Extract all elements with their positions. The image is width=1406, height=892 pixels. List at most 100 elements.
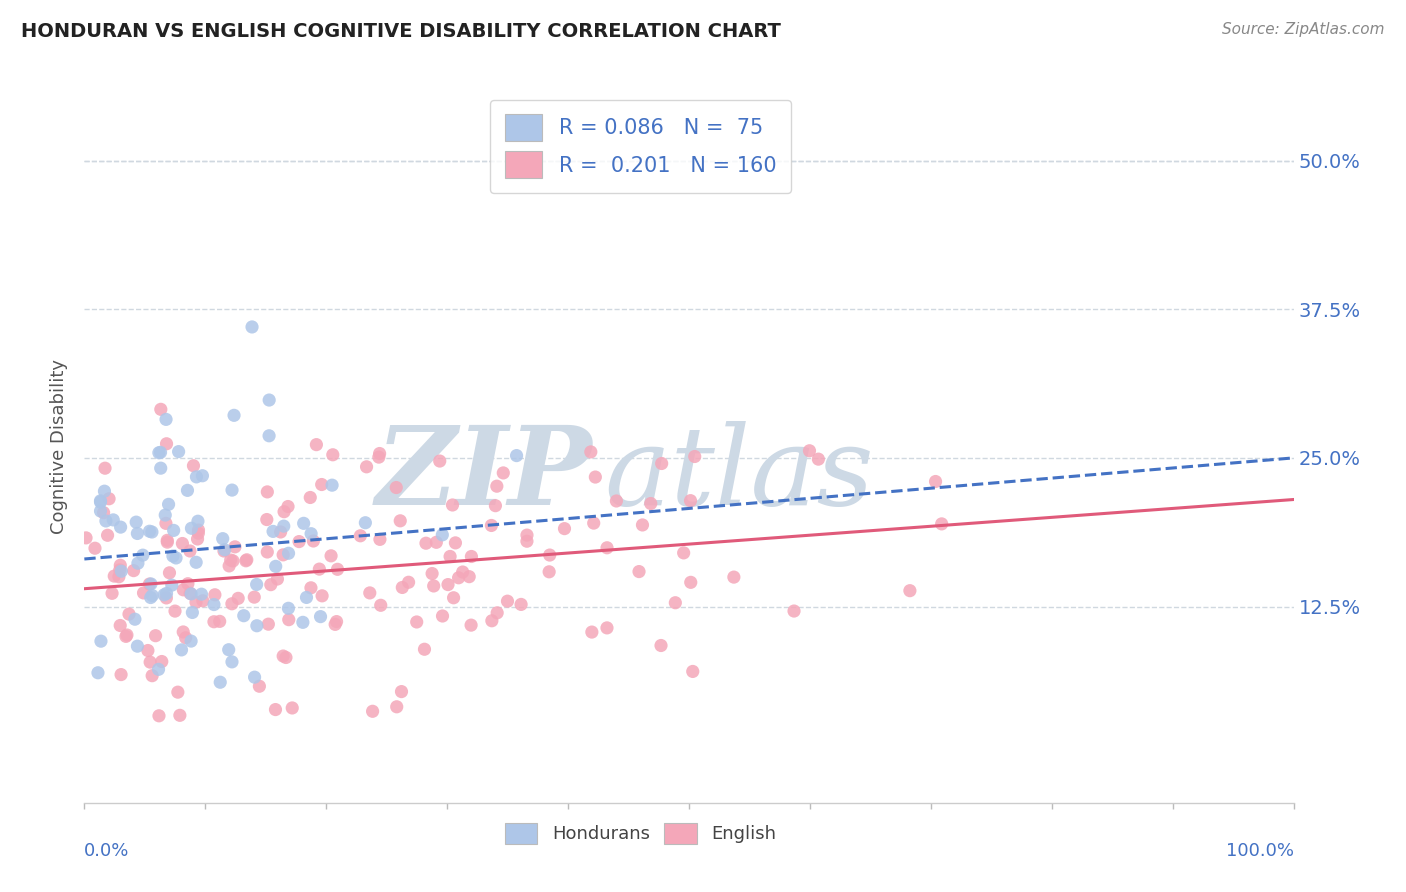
Point xyxy=(176,483,198,498)
Point xyxy=(204,588,226,602)
Point xyxy=(115,629,138,643)
Point xyxy=(153,588,176,602)
Point xyxy=(93,506,115,520)
Point xyxy=(271,548,294,562)
Text: 0.0%: 0.0% xyxy=(84,842,129,860)
Point xyxy=(413,642,436,657)
Point xyxy=(273,505,295,519)
Point xyxy=(186,470,208,484)
Point xyxy=(631,518,654,533)
Point xyxy=(553,522,575,536)
Point xyxy=(322,448,344,462)
Point xyxy=(172,536,194,550)
Point xyxy=(166,685,188,699)
Point xyxy=(149,402,172,417)
Point xyxy=(264,702,287,716)
Text: Source: ZipAtlas.com: Source: ZipAtlas.com xyxy=(1222,22,1385,37)
Point xyxy=(212,544,235,558)
Point xyxy=(277,546,299,560)
Point xyxy=(458,569,481,583)
Point xyxy=(149,461,172,475)
Point xyxy=(368,446,391,460)
Point xyxy=(75,531,97,545)
Point xyxy=(159,566,181,580)
Point xyxy=(139,577,162,591)
Point xyxy=(299,526,322,541)
Point xyxy=(110,520,132,534)
Point xyxy=(582,516,605,530)
Point xyxy=(155,412,177,426)
Point xyxy=(174,631,197,645)
Point xyxy=(162,549,184,563)
Point xyxy=(439,549,461,564)
Point xyxy=(232,608,254,623)
Point xyxy=(538,565,561,579)
Point xyxy=(246,577,269,591)
Point xyxy=(89,504,111,518)
Point xyxy=(221,597,243,611)
Point xyxy=(157,497,180,511)
Point xyxy=(170,643,193,657)
Point xyxy=(221,655,243,669)
Point xyxy=(181,606,204,620)
Point xyxy=(145,629,167,643)
Point xyxy=(516,528,538,542)
Point xyxy=(226,591,249,606)
Point xyxy=(391,684,413,698)
Point xyxy=(90,634,112,648)
Point xyxy=(89,494,111,508)
Point xyxy=(596,541,619,555)
Point xyxy=(122,564,145,578)
Point xyxy=(103,513,125,527)
Point xyxy=(277,613,299,627)
Point xyxy=(139,655,162,669)
Point xyxy=(441,498,464,512)
Point xyxy=(187,526,209,541)
Point xyxy=(94,514,117,528)
Point xyxy=(349,529,371,543)
Point xyxy=(292,516,315,531)
Point xyxy=(415,536,437,550)
Point xyxy=(516,534,538,549)
Point xyxy=(257,617,280,632)
Point xyxy=(155,436,177,450)
Point xyxy=(180,521,202,535)
Point xyxy=(484,499,506,513)
Point xyxy=(370,599,392,613)
Point xyxy=(460,618,482,632)
Text: 100.0%: 100.0% xyxy=(1226,842,1294,860)
Point xyxy=(305,437,328,451)
Point xyxy=(405,615,427,629)
Point xyxy=(783,604,806,618)
Point xyxy=(277,500,299,514)
Point xyxy=(650,639,672,653)
Point xyxy=(432,609,454,624)
Point xyxy=(101,586,124,600)
Point xyxy=(180,634,202,648)
Legend: Hondurans, English: Hondurans, English xyxy=(494,812,787,855)
Point xyxy=(183,458,205,473)
Point xyxy=(651,457,673,471)
Point xyxy=(321,478,343,492)
Point xyxy=(89,495,111,509)
Point xyxy=(596,621,619,635)
Point xyxy=(202,598,225,612)
Point xyxy=(627,565,650,579)
Point xyxy=(243,590,266,604)
Point xyxy=(93,484,115,499)
Point xyxy=(247,679,270,693)
Point xyxy=(679,575,702,590)
Point xyxy=(125,515,148,529)
Point xyxy=(132,548,155,562)
Point xyxy=(492,466,515,480)
Point xyxy=(361,704,384,718)
Point xyxy=(172,582,194,597)
Point xyxy=(156,533,179,548)
Point xyxy=(187,523,209,537)
Point xyxy=(581,625,603,640)
Point xyxy=(235,554,257,568)
Point xyxy=(605,494,627,508)
Point xyxy=(308,562,330,576)
Point xyxy=(155,516,177,531)
Point xyxy=(222,409,245,423)
